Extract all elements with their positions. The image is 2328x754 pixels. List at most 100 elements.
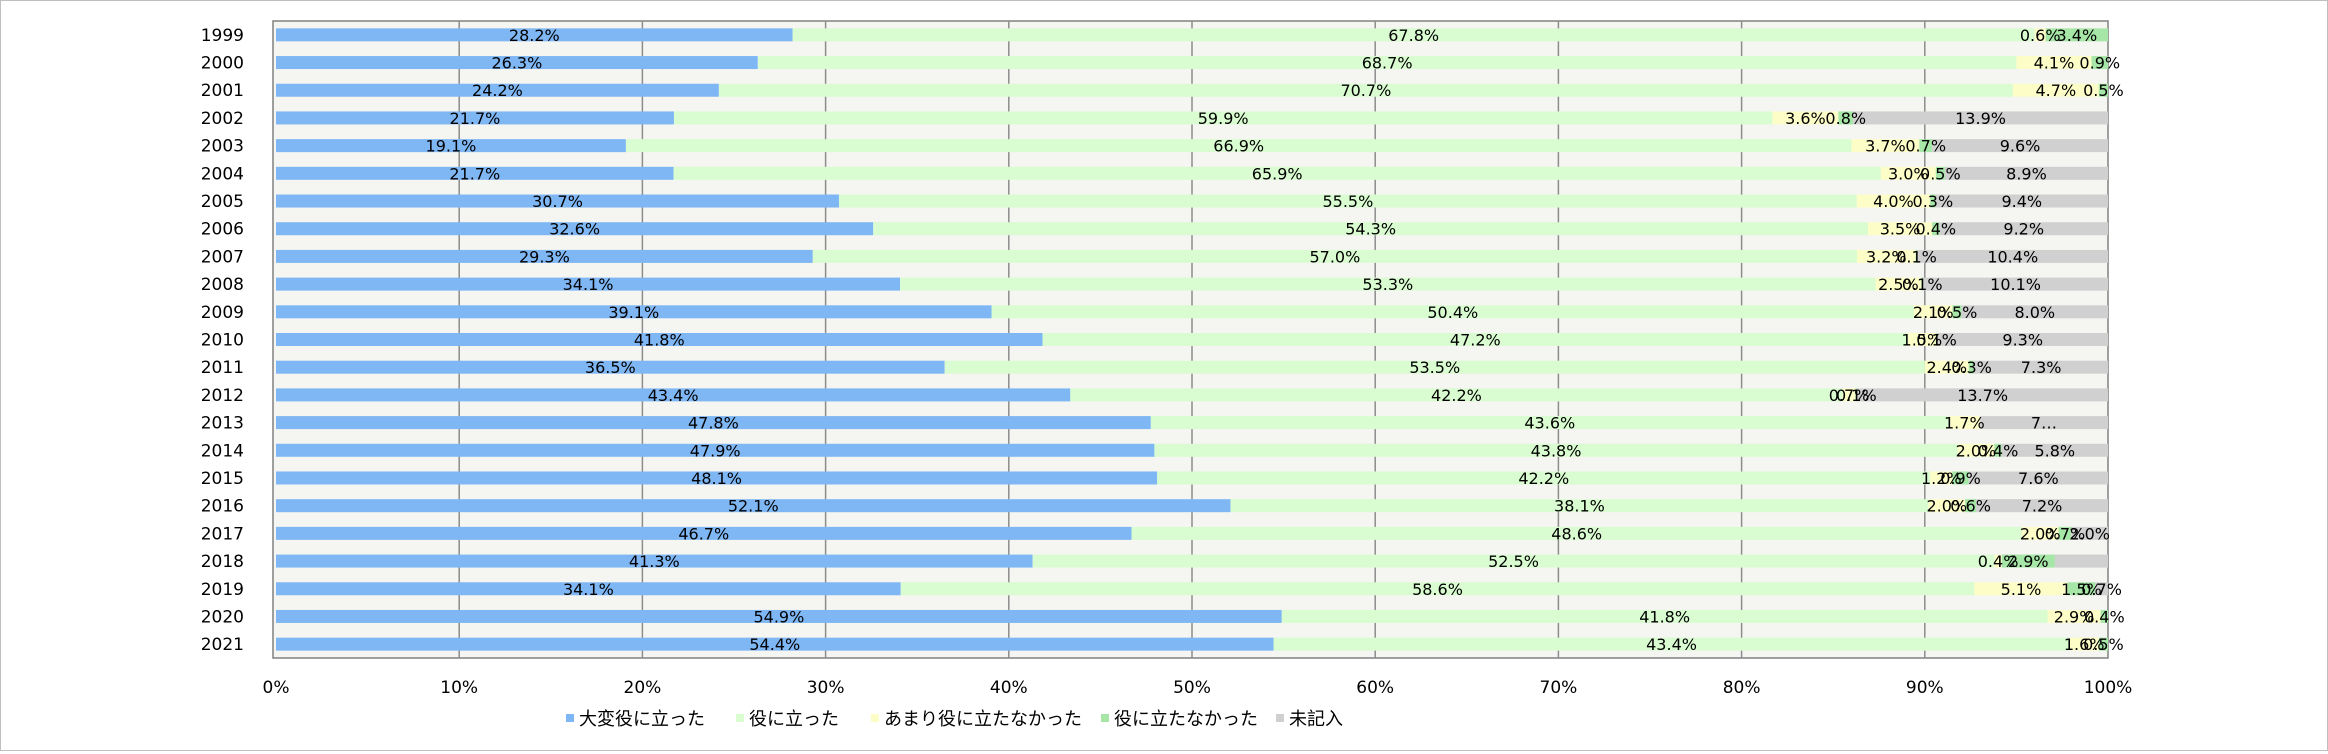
bar-segment [2071, 526, 2108, 540]
bar-segment [812, 249, 1858, 263]
y-tick-label: 1999 [201, 26, 244, 46]
bar-segment [1979, 416, 2108, 430]
bar-segment [1968, 471, 2108, 485]
bar-segment [276, 443, 1155, 457]
bar-segment [838, 194, 1857, 208]
bar-segment [1930, 194, 1936, 208]
data-label: 30.7% [532, 192, 583, 211]
data-label: 55.5% [1322, 192, 1373, 211]
data-label: 7.6% [2018, 469, 2059, 488]
legend-label: 役に立たなかった [1114, 709, 1258, 730]
data-label: 0.5% [2083, 81, 2124, 100]
data-label: 21.7% [450, 109, 501, 128]
data-label: 7… [2031, 414, 2057, 433]
data-label: 68.7% [1362, 54, 1413, 73]
x-tick-label: 60% [1356, 678, 1394, 698]
legend-swatch [736, 714, 744, 722]
bar-segment [1868, 222, 1933, 236]
bar-segment [673, 111, 1773, 125]
bar-segment [1154, 443, 1958, 457]
data-label: 3.0% [1888, 164, 1929, 183]
bar-segment [276, 471, 1158, 485]
bar-segment [1930, 471, 1953, 485]
y-tick-label: 2020 [201, 607, 244, 627]
data-label: 1.5% [1902, 331, 1943, 350]
data-label: 59.9% [1198, 109, 1249, 128]
y-tick-label: 2018 [201, 552, 244, 572]
data-label: 9.6% [2000, 137, 2041, 156]
bar-segment [2098, 637, 2108, 651]
data-label: 48.6% [1551, 524, 1602, 543]
bar-segment [1880, 166, 1936, 180]
y-tick-label: 2004 [201, 164, 244, 184]
data-label: 43.6% [1524, 414, 1575, 433]
bar-segment [1961, 305, 2108, 319]
bar-segment [276, 277, 901, 291]
bar-segment [2067, 582, 2096, 596]
bar-segment [1914, 305, 1953, 319]
data-label: 29.3% [519, 247, 570, 266]
data-label: 2.0% [2020, 524, 2061, 543]
y-tick-label: 2021 [201, 635, 244, 655]
data-label: 3.5% [1880, 220, 1921, 239]
bar-segment [1842, 388, 1856, 402]
legend-swatch [1101, 714, 1109, 722]
data-label: 58.6% [1412, 580, 1463, 599]
bar-segment [276, 360, 945, 374]
y-tick-label: 2013 [201, 414, 244, 434]
data-label: 3.4% [2057, 26, 2098, 45]
bar-segment [1976, 499, 2108, 513]
data-label: 43.4% [648, 386, 699, 405]
data-label: 4.0% [1873, 192, 1914, 211]
bar-segment [2058, 526, 2072, 540]
data-label: 53.5% [1409, 358, 1460, 377]
data-label: 10.4% [1987, 247, 2038, 266]
bar-segment [1965, 499, 1977, 513]
data-label: 52.1% [728, 497, 779, 516]
bar-segment [1935, 166, 1945, 180]
data-label: 2.0% [1926, 497, 1967, 516]
bar-segment [1935, 333, 1938, 346]
data-label: 0.7% [2045, 524, 2086, 543]
bar-segment [1932, 222, 1940, 236]
data-label: 41.8% [1639, 607, 1690, 626]
data-label: 1.6% [2064, 635, 2105, 654]
data-label: 13.7% [1957, 386, 2008, 405]
data-label: 42.2% [1431, 386, 1482, 405]
bar-segment [1921, 277, 1924, 291]
data-label: 0.6% [2020, 26, 2061, 45]
data-label: 1.5% [2061, 580, 2102, 599]
x-tick-label: 40% [990, 678, 1028, 698]
y-tick-label: 2009 [201, 303, 244, 323]
bar-segment [1131, 526, 2022, 540]
data-label: 0.4% [2084, 607, 2125, 626]
bar-segment [1032, 554, 1995, 568]
bar-segment [1915, 249, 1918, 263]
data-label: 50.4% [1427, 303, 1478, 322]
data-label: 47.9% [690, 441, 741, 460]
data-label: 7.3% [2021, 358, 2062, 377]
x-tick-label: 80% [1723, 678, 1761, 698]
y-tick-label: 2000 [201, 54, 244, 74]
bar-segment [1908, 333, 1936, 346]
bar-segment [944, 360, 1925, 374]
bar-segment [792, 28, 2035, 42]
data-label: 0.4% [1978, 441, 2019, 460]
bar-segment [276, 56, 758, 70]
data-label: 0.9% [2079, 54, 2120, 73]
bar-segment [1939, 222, 2108, 236]
bar-segment [1994, 443, 2002, 457]
data-label: 0.7% [1905, 137, 1946, 156]
bar-segment [718, 83, 2013, 97]
y-tick-label: 2017 [201, 524, 244, 544]
bar-segment [276, 609, 1282, 623]
data-label: 53.3% [1362, 275, 1413, 294]
data-label: 0.3% [1951, 358, 1992, 377]
bar-segment [2069, 637, 2099, 651]
bar-segment [1772, 111, 1839, 125]
bar-segment [1851, 139, 1920, 153]
bar-segment [1937, 333, 2108, 346]
bar-segment [2045, 28, 2108, 42]
bar-segment [1935, 194, 2108, 208]
legend-label: 大変役に立った [579, 709, 705, 730]
